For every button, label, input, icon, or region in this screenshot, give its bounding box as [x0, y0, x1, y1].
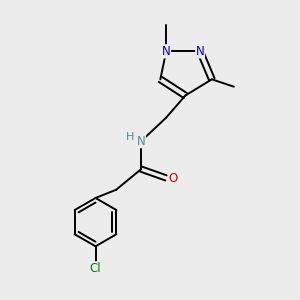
Text: N: N	[162, 45, 171, 58]
Text: N: N	[196, 45, 204, 58]
Text: O: O	[168, 172, 177, 185]
Text: H: H	[126, 132, 134, 142]
Text: N: N	[137, 135, 146, 148]
Text: Cl: Cl	[90, 262, 101, 275]
